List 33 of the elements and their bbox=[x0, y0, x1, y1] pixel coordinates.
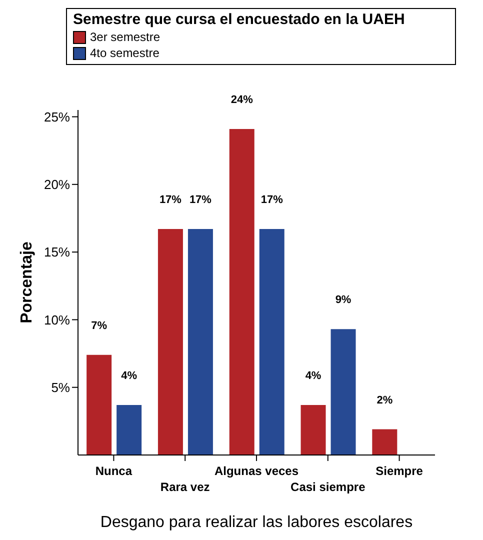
y-tick-label: 25% bbox=[44, 109, 70, 124]
data-label: 17% bbox=[260, 194, 284, 206]
data-label: 4% bbox=[121, 370, 138, 382]
x-tick-label: Casi siempre bbox=[290, 480, 366, 494]
y-tick-label: 15% bbox=[44, 244, 70, 260]
data-label: 17% bbox=[159, 194, 182, 206]
bar bbox=[229, 128, 254, 455]
y-tick-label: 20% bbox=[44, 177, 70, 192]
x-tick-label: Nunca bbox=[95, 464, 132, 478]
bar bbox=[259, 229, 284, 455]
bar bbox=[372, 429, 398, 455]
x-axis-title: Desgano para realizar las labores escolares bbox=[100, 514, 413, 531]
bar bbox=[188, 229, 213, 455]
data-label: 7% bbox=[91, 320, 108, 332]
x-tick-label: Rara vez bbox=[160, 480, 210, 494]
bar bbox=[330, 329, 356, 455]
y-axis-title: Porcentaje bbox=[18, 241, 36, 324]
bar bbox=[86, 354, 112, 455]
legend-label: 4to semestre bbox=[89, 46, 160, 60]
y-tick-label: 5% bbox=[51, 380, 70, 395]
data-label: 17% bbox=[189, 194, 212, 206]
y-tick-label: 10% bbox=[44, 312, 70, 328]
x-tick-label: Algunas veces bbox=[214, 464, 299, 478]
bar bbox=[116, 404, 142, 455]
x-tick-label: Siempre bbox=[376, 464, 424, 478]
bar bbox=[300, 404, 326, 455]
data-label: 4% bbox=[305, 370, 322, 382]
data-label: 9% bbox=[335, 294, 352, 306]
data-label: 2% bbox=[376, 394, 393, 406]
legend-label: 3er semestre bbox=[89, 30, 162, 44]
bar bbox=[158, 229, 183, 455]
data-label: 24% bbox=[230, 94, 254, 106]
legend-title: Semestre que cursa el encuestado en la UAEH bbox=[73, 11, 406, 28]
